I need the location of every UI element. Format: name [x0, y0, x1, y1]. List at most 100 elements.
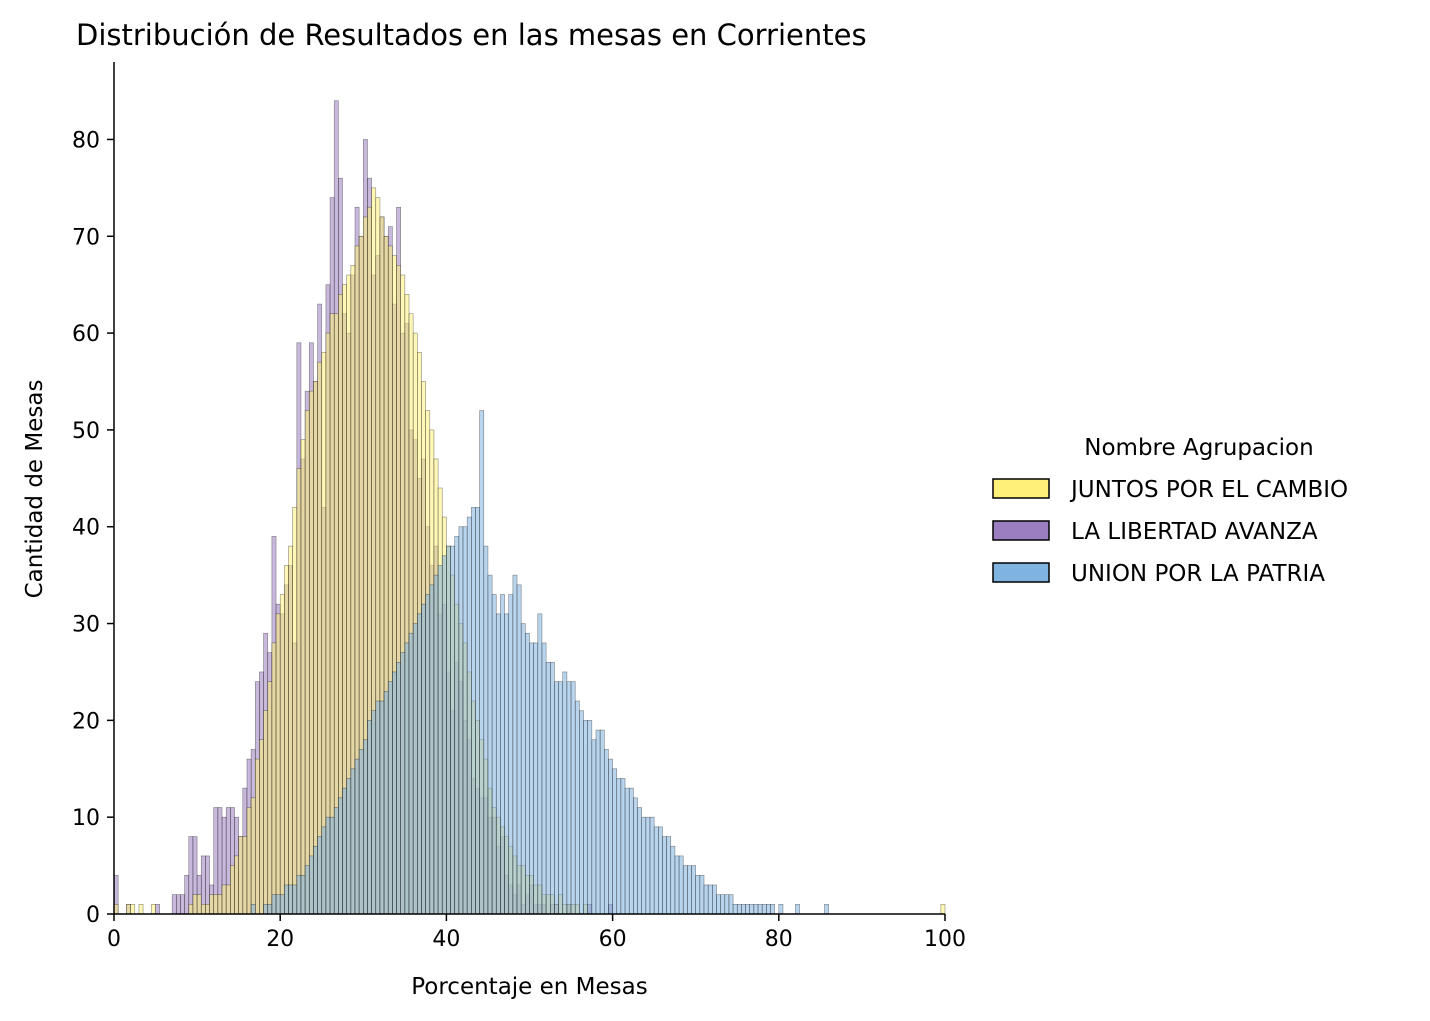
x-tick-label: 80 — [765, 927, 793, 952]
histogram-bar — [566, 681, 572, 915]
histogram-bar — [308, 390, 314, 915]
histogram-bar — [749, 904, 755, 915]
histogram-bar — [333, 807, 339, 915]
histogram-bar — [171, 894, 177, 915]
histogram-bar — [188, 904, 194, 915]
histogram-bar — [512, 574, 518, 915]
histogram-bar — [263, 904, 269, 915]
histogram-bar — [254, 758, 260, 915]
histogram-bar — [275, 894, 281, 915]
histogram-bar — [400, 652, 406, 915]
histogram-bar — [495, 613, 501, 915]
histogram-bar — [824, 904, 829, 915]
histogram-bar — [350, 768, 356, 915]
histogram-bar — [325, 816, 331, 915]
histogram-bar — [421, 603, 426, 915]
histogram-bar — [500, 594, 505, 915]
histogram-bar — [724, 894, 730, 915]
histogram-bar — [151, 904, 156, 915]
histogram-bar — [687, 865, 692, 915]
histogram-bar — [703, 884, 709, 915]
histogram-bar — [450, 545, 456, 915]
histogram-bar — [387, 681, 393, 915]
legend-swatch — [992, 520, 1050, 541]
histogram-bar — [275, 613, 281, 915]
chart-title: Distribución de Resultados en las mesas … — [76, 18, 867, 52]
x-tick-label: 100 — [924, 927, 966, 952]
histogram-bar — [745, 904, 751, 915]
histogram-bar — [562, 671, 568, 915]
histogram-bar — [537, 613, 543, 915]
histogram-bar — [238, 836, 244, 915]
histogram-bar — [595, 729, 601, 915]
y-tick-label: 30 — [72, 613, 100, 638]
histogram-bar — [234, 855, 239, 915]
histogram-bar — [425, 594, 431, 915]
histogram-bar — [520, 623, 526, 915]
histogram-bar — [620, 778, 626, 915]
histogram-bar — [574, 700, 580, 915]
histogram-bar — [533, 642, 539, 915]
histogram-bar — [587, 720, 593, 915]
histogram-bar — [504, 613, 510, 915]
histogram-bar — [471, 507, 476, 915]
histogram-bar — [583, 720, 588, 915]
histogram-bar — [267, 904, 273, 915]
bars-layer — [113, 100, 946, 915]
histogram-bar — [454, 536, 460, 915]
histogram-bar — [487, 574, 493, 915]
histogram-bar — [271, 894, 277, 915]
y-ticks: 0 10 20 30 40 50 60 70 80 — [72, 128, 114, 928]
histogram-bar — [757, 904, 763, 915]
histogram-bar — [308, 855, 314, 915]
histogram-bar — [678, 855, 684, 915]
histogram-bar — [271, 642, 277, 915]
histogram-bar — [358, 749, 364, 915]
y-tick-label: 70 — [72, 225, 100, 250]
histogram-bar — [250, 797, 256, 915]
histogram-bar — [716, 894, 721, 915]
histogram-bar — [736, 904, 742, 915]
histogram-bar — [292, 507, 298, 915]
histogram-bar — [404, 642, 410, 915]
histogram-bar — [446, 545, 451, 915]
histogram-bar — [628, 787, 634, 915]
histogram-bar — [321, 826, 327, 915]
histogram-bar — [437, 565, 443, 915]
histogram-bar — [342, 787, 347, 915]
x-tick-label: 40 — [432, 927, 460, 952]
histogram-bar — [288, 545, 293, 915]
histogram-bar — [300, 874, 306, 915]
x-tick-label: 60 — [599, 927, 627, 952]
histogram-bar — [795, 904, 800, 915]
histogram-bar — [354, 758, 360, 915]
histogram-bar — [674, 855, 680, 915]
histogram-bar — [662, 836, 667, 915]
histogram-bar — [412, 623, 418, 915]
histogram-bar — [633, 797, 638, 915]
legend: Nombre Agrupacion JUNTOS POR EL CAMBIO LA… — [992, 435, 1348, 587]
histogram-bar — [612, 768, 618, 915]
histogram-bar — [371, 710, 377, 915]
histogram-bar — [591, 739, 597, 915]
histogram-bar — [475, 507, 480, 915]
histogram-bar — [545, 661, 551, 915]
histogram-bar — [288, 884, 293, 915]
histogram-bar — [732, 904, 738, 915]
histogram-bar — [720, 894, 726, 915]
y-tick-label: 50 — [72, 419, 100, 444]
histogram-bar — [375, 700, 381, 915]
histogram-bar — [362, 739, 368, 915]
histogram-bar — [778, 904, 784, 915]
histogram-bar — [225, 884, 231, 915]
histogram-bar — [246, 807, 252, 915]
histogram-bar — [649, 816, 655, 915]
histogram-bar — [766, 904, 771, 915]
histogram-bar — [483, 545, 489, 915]
histogram-bar — [525, 632, 530, 915]
histogram-bar — [383, 691, 389, 915]
histogram-bar — [761, 904, 767, 915]
legend-swatch — [992, 478, 1050, 499]
histogram-bar — [516, 584, 522, 915]
